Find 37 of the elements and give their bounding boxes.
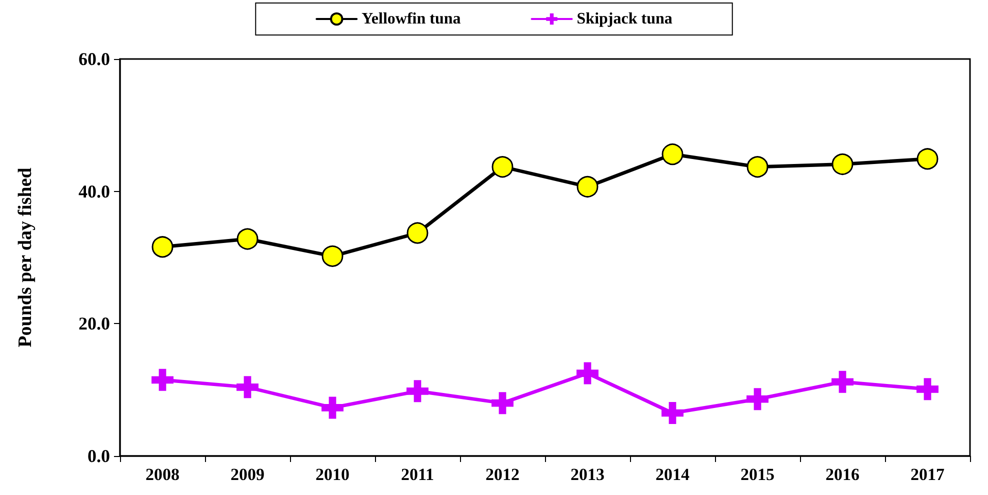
x-tick-label: 2009 xyxy=(230,465,264,484)
x-tick-label: 2015 xyxy=(740,465,774,484)
point xyxy=(152,368,174,391)
x-tick-label: 2012 xyxy=(486,465,520,484)
point xyxy=(916,148,938,170)
legend-label: Yellowfin tuna xyxy=(362,10,461,28)
y-tick-label: 60.0 xyxy=(78,49,110,69)
point xyxy=(916,378,938,400)
point xyxy=(236,228,258,250)
point xyxy=(236,376,258,398)
x-tick-label: 2011 xyxy=(400,465,434,484)
point xyxy=(662,402,684,424)
point xyxy=(492,156,514,178)
point xyxy=(152,236,174,258)
point xyxy=(406,380,428,402)
x-tick-label: 2014 xyxy=(656,465,690,484)
x-tick-label: 2016 xyxy=(826,465,860,484)
point xyxy=(832,153,854,175)
point xyxy=(576,176,598,198)
x-tick-label: 2008 xyxy=(146,465,180,484)
x-tick-label: 2010 xyxy=(316,465,350,484)
x-tick-label: 2017 xyxy=(910,465,945,484)
y-tick-label: 0.0 xyxy=(88,446,110,466)
point xyxy=(662,144,684,166)
point xyxy=(406,222,428,244)
legend-label: Skipjack tuna xyxy=(576,10,672,28)
y-tick-label: 20.0 xyxy=(78,314,110,334)
point xyxy=(322,245,344,267)
point xyxy=(746,156,768,178)
point xyxy=(746,388,768,410)
x-tick-label: 2013 xyxy=(570,465,604,484)
y-axis-title: Pounds per day fished xyxy=(15,167,36,348)
y-tick-label: 40.0 xyxy=(78,181,110,202)
point xyxy=(576,362,598,384)
point xyxy=(492,392,514,414)
point xyxy=(832,370,854,393)
point xyxy=(322,396,344,419)
